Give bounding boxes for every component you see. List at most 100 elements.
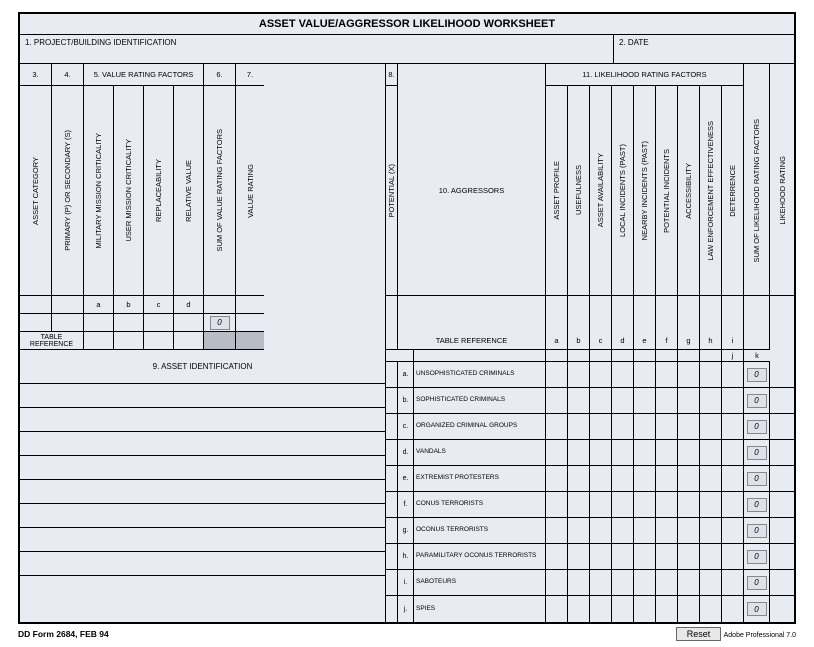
potx-input[interactable] bbox=[386, 466, 398, 492]
rating-input[interactable] bbox=[634, 570, 656, 596]
rating-input[interactable] bbox=[656, 544, 678, 570]
rating-input[interactable] bbox=[722, 596, 744, 622]
likelihood-rating[interactable] bbox=[770, 492, 794, 518]
rating-input[interactable] bbox=[634, 544, 656, 570]
rating-input[interactable] bbox=[568, 596, 590, 622]
rating-input[interactable] bbox=[612, 362, 634, 388]
rating-input[interactable] bbox=[700, 596, 722, 622]
rtr-f[interactable] bbox=[635, 351, 654, 360]
rating-input[interactable] bbox=[678, 492, 700, 518]
tref-input[interactable] bbox=[387, 351, 412, 360]
rating-input[interactable] bbox=[634, 466, 656, 492]
potx-input[interactable] bbox=[386, 414, 398, 440]
likelihood-rating[interactable] bbox=[770, 388, 794, 414]
c3-input[interactable] bbox=[21, 318, 50, 327]
potx-input[interactable] bbox=[386, 570, 398, 596]
rating-input[interactable] bbox=[546, 596, 568, 622]
rating-input[interactable] bbox=[678, 440, 700, 466]
rating-input[interactable] bbox=[546, 362, 568, 388]
rating-input[interactable] bbox=[612, 596, 634, 622]
rating-input[interactable] bbox=[568, 466, 590, 492]
rating-input[interactable] bbox=[722, 388, 744, 414]
rating-input[interactable] bbox=[700, 570, 722, 596]
rating-input[interactable] bbox=[546, 388, 568, 414]
rating-input[interactable] bbox=[568, 388, 590, 414]
rating-input[interactable] bbox=[590, 518, 612, 544]
rating-input[interactable] bbox=[678, 466, 700, 492]
rating-input[interactable] bbox=[722, 570, 744, 596]
reset-button[interactable]: Reset bbox=[676, 627, 722, 641]
rating-input[interactable] bbox=[656, 570, 678, 596]
rating-input[interactable] bbox=[700, 544, 722, 570]
rating-input[interactable] bbox=[612, 414, 634, 440]
rtr-c[interactable] bbox=[569, 351, 588, 360]
project-id-input[interactable] bbox=[25, 51, 608, 60]
rating-input[interactable] bbox=[612, 440, 634, 466]
rating-input[interactable] bbox=[678, 518, 700, 544]
rtr-e[interactable] bbox=[613, 351, 632, 360]
potx-input[interactable] bbox=[386, 544, 398, 570]
rating-input[interactable] bbox=[678, 414, 700, 440]
tr-c[interactable] bbox=[145, 336, 172, 345]
rating-input[interactable] bbox=[700, 518, 722, 544]
rating-input[interactable] bbox=[590, 440, 612, 466]
date-input[interactable] bbox=[619, 51, 789, 60]
rating-input[interactable] bbox=[568, 570, 590, 596]
rating-input[interactable] bbox=[590, 362, 612, 388]
rating-input[interactable] bbox=[634, 518, 656, 544]
rating-input[interactable] bbox=[634, 362, 656, 388]
rating-input[interactable] bbox=[678, 362, 700, 388]
potx-input[interactable] bbox=[386, 518, 398, 544]
likelihood-rating[interactable] bbox=[770, 596, 794, 622]
rating-input[interactable] bbox=[700, 466, 722, 492]
potx-input[interactable] bbox=[386, 388, 398, 414]
rating-input[interactable] bbox=[612, 518, 634, 544]
rating-input[interactable] bbox=[700, 414, 722, 440]
rating-input[interactable] bbox=[722, 440, 744, 466]
tr-d[interactable] bbox=[175, 336, 202, 345]
c5c-input[interactable] bbox=[145, 318, 172, 327]
asset-line[interactable] bbox=[20, 384, 385, 408]
rating-input[interactable] bbox=[700, 440, 722, 466]
asset-line[interactable] bbox=[20, 480, 385, 504]
rtr-h[interactable] bbox=[679, 351, 698, 360]
rating-input[interactable] bbox=[590, 492, 612, 518]
rating-input[interactable] bbox=[590, 388, 612, 414]
likelihood-rating[interactable] bbox=[770, 362, 794, 388]
potx-input[interactable] bbox=[386, 596, 398, 622]
rating-input[interactable] bbox=[634, 388, 656, 414]
rating-input[interactable] bbox=[546, 492, 568, 518]
rating-input[interactable] bbox=[656, 596, 678, 622]
rating-input[interactable] bbox=[700, 388, 722, 414]
rating-input[interactable] bbox=[678, 388, 700, 414]
rtr-g[interactable] bbox=[657, 351, 676, 360]
rating-input[interactable] bbox=[546, 544, 568, 570]
asset-line[interactable] bbox=[20, 552, 385, 576]
rating-input[interactable] bbox=[546, 440, 568, 466]
likelihood-rating[interactable] bbox=[770, 544, 794, 570]
rating-input[interactable] bbox=[568, 518, 590, 544]
potx-input[interactable] bbox=[386, 440, 398, 466]
rating-input[interactable] bbox=[700, 362, 722, 388]
rating-input[interactable] bbox=[722, 362, 744, 388]
tr-a[interactable] bbox=[85, 336, 112, 345]
rating-input[interactable] bbox=[590, 414, 612, 440]
asset-line[interactable] bbox=[20, 528, 385, 552]
c5a-input[interactable] bbox=[85, 318, 112, 327]
likelihood-rating[interactable] bbox=[770, 440, 794, 466]
rating-input[interactable] bbox=[678, 596, 700, 622]
rating-input[interactable] bbox=[546, 466, 568, 492]
rating-input[interactable] bbox=[634, 440, 656, 466]
potx-input[interactable] bbox=[386, 492, 398, 518]
rating-input[interactable] bbox=[568, 440, 590, 466]
rating-input[interactable] bbox=[700, 492, 722, 518]
rating-input[interactable] bbox=[656, 518, 678, 544]
rating-input[interactable] bbox=[722, 492, 744, 518]
rating-input[interactable] bbox=[656, 362, 678, 388]
rating-input[interactable] bbox=[612, 544, 634, 570]
rating-input[interactable] bbox=[612, 388, 634, 414]
asset-line[interactable] bbox=[20, 576, 385, 600]
rating-input[interactable] bbox=[568, 492, 590, 518]
rating-input[interactable] bbox=[722, 544, 744, 570]
rating-input[interactable] bbox=[678, 570, 700, 596]
